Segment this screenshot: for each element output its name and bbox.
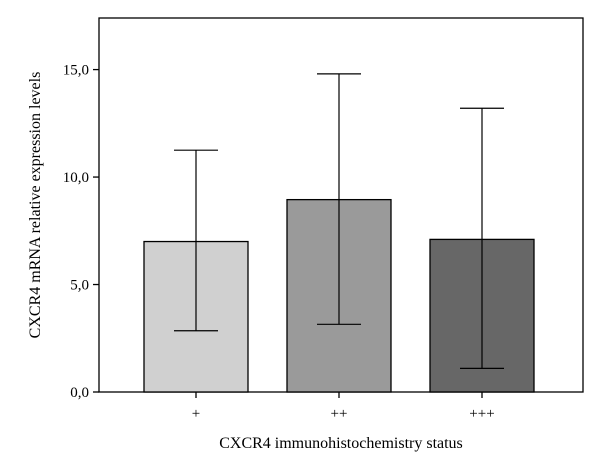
y-tick-label: 5,0: [70, 278, 89, 294]
x-tick-label: +++: [469, 406, 494, 422]
x-tick-label: ++: [331, 406, 348, 422]
y-axis-label: CXCR4 mRNA relative expression levels: [27, 72, 44, 339]
x-axis-label: CXCR4 immunohistochemistry status: [219, 435, 463, 452]
x-tick-label: +: [192, 406, 200, 422]
y-tick-label: 10,0: [63, 170, 89, 186]
y-tick-label: 15,0: [63, 63, 89, 79]
y-tick-label: 0,0: [70, 385, 89, 401]
